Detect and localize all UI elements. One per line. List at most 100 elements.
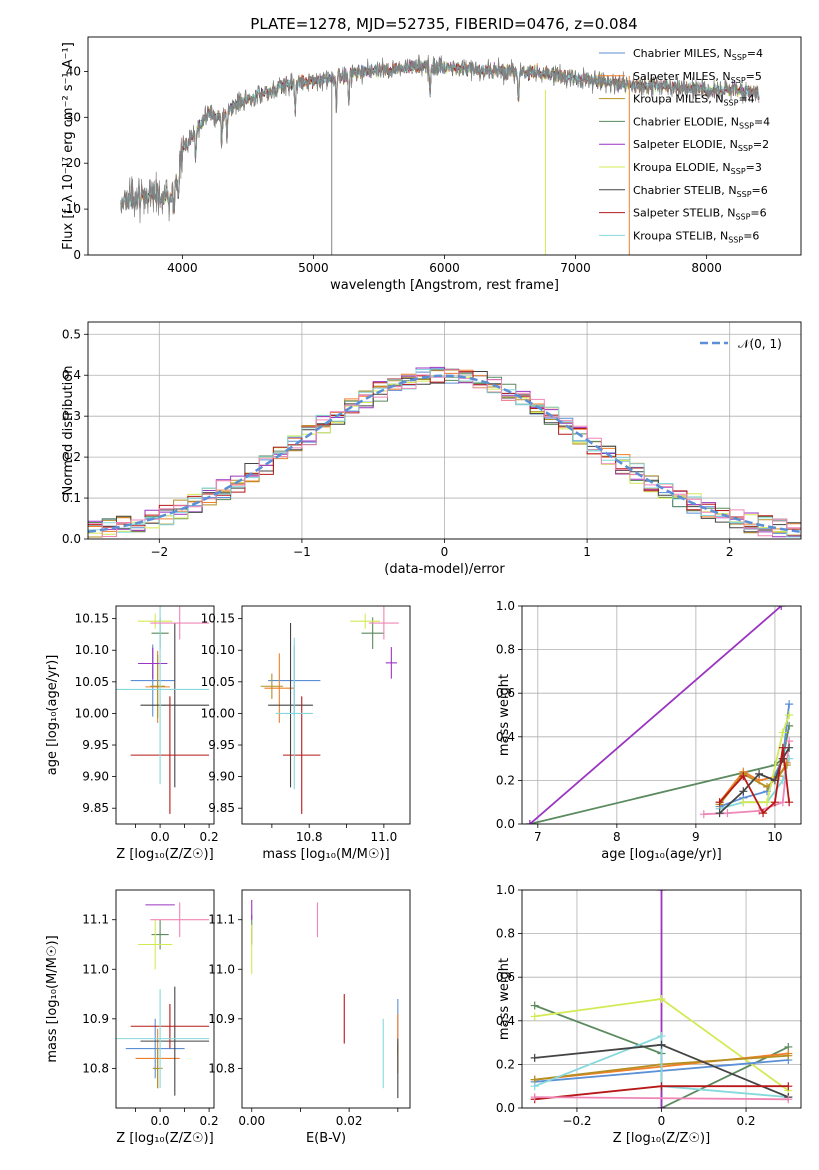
errorbar-c9: [368, 606, 399, 640]
y-tick-label: 0.8: [496, 927, 515, 941]
weight-point: [657, 995, 666, 1003]
x-axis-label: age [log₁₀(age/yr)]: [601, 847, 722, 862]
y-tick-label: 0.6: [496, 970, 515, 984]
x-axis-label: mass [log₁₀(M/M☉)]: [262, 847, 389, 862]
y-axis-label: age [log₁₀(age/yr)]: [45, 655, 60, 776]
y-axis-label: Normed distribution: [61, 366, 76, 496]
y-tick-label: 10.10: [201, 643, 235, 657]
weight-point: [530, 1053, 539, 1062]
weight_vs_age-data: [522, 606, 801, 824]
weight_vs_Z-chart: −0.2 0 0.2 0.0 0.2 0.4 0.6 0.8 1.0 Z [log₁₀(Z/Z☉)…: [496, 883, 802, 1146]
age_vs_mass-chart: 10.8 11.0 9.85 9.90 9.95 10.00 10.05 10.10 10.15…: [201, 605, 411, 862]
errorbar-c5: [350, 613, 381, 629]
weight_vs_age-chart: 7 8 9 10 0.0 0.2 0.4 0.6 0.8 1.0 age [log₁₀(age/yr…: [496, 599, 802, 862]
y-tick-label: 10.00: [75, 706, 109, 720]
axes-frame: [115, 889, 215, 1109]
y-tick-label: 1.0: [496, 883, 515, 897]
errorbar-c8: [275, 637, 313, 790]
errorbar-c0: [125, 1018, 185, 1079]
weight-series-c9: [534, 1096, 789, 1101]
weight-point: [715, 809, 724, 818]
y-tick-label: 0.4: [496, 730, 515, 744]
y-axis-label: Flux [f_λ 10⁻¹⁷ erg cm⁻² s⁻¹ A⁻¹]: [61, 42, 76, 250]
y-tick-label: 0.0: [496, 817, 515, 831]
legend-label: Salpeter MILES, NSSP=5: [633, 70, 762, 85]
spectrum-chart: 4000 5000 6000 7000 8000 0 10 20 30 40 wavelength …: [61, 36, 802, 293]
y-tick-label: 0.0: [62, 532, 81, 546]
x-tick-label: −2: [150, 545, 168, 559]
legend-label: Salpeter STELIB, NSSP=6: [633, 207, 767, 222]
x-tick-label: 0.2: [736, 1114, 755, 1128]
y-tick-label: 0.5: [62, 327, 81, 341]
x-tick-label: 7: [534, 830, 542, 844]
weight-point: [723, 809, 732, 818]
x-tick-label: 0.2: [200, 1114, 219, 1128]
axes-frame: [241, 889, 411, 1109]
errorbar-c9: [150, 606, 210, 640]
errorbar-c5: [138, 919, 173, 970]
weight-series-c8: [534, 1034, 789, 1098]
y-tick-label: 10.10: [75, 643, 109, 657]
weight-point: [778, 754, 787, 763]
weight-point: [778, 743, 787, 752]
x-tick-label: 0.0: [151, 830, 170, 844]
x-tick-label: 9: [692, 830, 700, 844]
axes-frame: [115, 605, 215, 825]
y-tick-label: 11.0: [82, 962, 109, 976]
weight-series-c7: [718, 747, 790, 815]
errorbar-c5: [138, 613, 173, 629]
y-tick-label: 10.05: [201, 675, 235, 689]
axes-frame: [521, 605, 802, 825]
legend-label: 𝒩(0, 1): [738, 337, 782, 351]
x-tick-label: 10: [767, 830, 782, 844]
y-tick-label: 9.90: [208, 770, 235, 784]
weight-point: [525, 820, 534, 824]
plot-area: 4000 5000 6000 7000 8000010203040wavelength …: [45, 36, 802, 1146]
weight-point: [657, 1082, 666, 1091]
residuals-data: [88, 322, 801, 539]
y-tick-label: 30: [66, 110, 81, 124]
weight-point: [785, 798, 794, 807]
legend-label: Kroupa ELODIE, NSSP=3: [633, 161, 762, 176]
x-tick-label: 0.00: [238, 1114, 265, 1128]
legend-label: Kroupa MILES, NSSP=4: [633, 93, 755, 108]
y-tick-label: 0.4: [62, 368, 81, 382]
axes-frame: [87, 321, 802, 540]
x-axis-label: E(B-V): [306, 1131, 346, 1146]
y-tick-label: 11.1: [208, 913, 235, 927]
y-tick-label: 9.85: [208, 801, 235, 815]
observed-spectrum: [120, 54, 760, 224]
y-tick-label: 10.15: [201, 612, 235, 626]
y-tick-label: 10.00: [201, 706, 235, 720]
x-tick-label: 2: [726, 545, 734, 559]
weight-point: [739, 787, 748, 796]
x-axis-label: Z [log₁₀(Z/Z☉)]: [116, 847, 213, 862]
y-tick-label: 9.95: [208, 738, 235, 752]
y-tick-label: 9.95: [82, 738, 109, 752]
weight-point: [657, 1040, 666, 1049]
weight-point: [778, 776, 787, 785]
x-tick-label: 8000: [691, 261, 722, 275]
y-tick-label: 0.2: [496, 1057, 515, 1071]
y-tick-label: 0.1: [62, 491, 81, 505]
x-axis-label: (data-model)/error: [384, 562, 505, 577]
y-tick-label: 0.0: [496, 1101, 515, 1115]
y-tick-label: 10.8: [208, 1061, 235, 1075]
weight-point: [763, 798, 772, 807]
mass_vs_Z-data: [116, 902, 210, 1096]
x-tick-label: −0.2: [562, 1114, 591, 1128]
mass_vs_EBV-chart: 0.00 0.02 10.8 10.9 11.0 11.1 E(B-V): [208, 889, 411, 1146]
x-tick-label: 0.2: [200, 830, 219, 844]
errorbar-c4: [138, 647, 168, 680]
legend-label: Chabrier ELODIE, NSSP=4: [633, 115, 770, 130]
x-axis-label: wavelength [Angstrom, rest frame]: [330, 278, 559, 293]
errorbar-c2: [260, 673, 284, 699]
y-axis-label: mass weight: [497, 674, 512, 756]
axes-frame: [241, 605, 411, 825]
y-tick-label: 0.2: [62, 450, 81, 464]
y-tick-label: 10.9: [208, 1012, 235, 1026]
x-tick-label: 0: [658, 1114, 666, 1128]
weight-point: [778, 728, 787, 737]
histogram-c9: [88, 369, 801, 537]
errorbar-c6: [268, 623, 313, 788]
